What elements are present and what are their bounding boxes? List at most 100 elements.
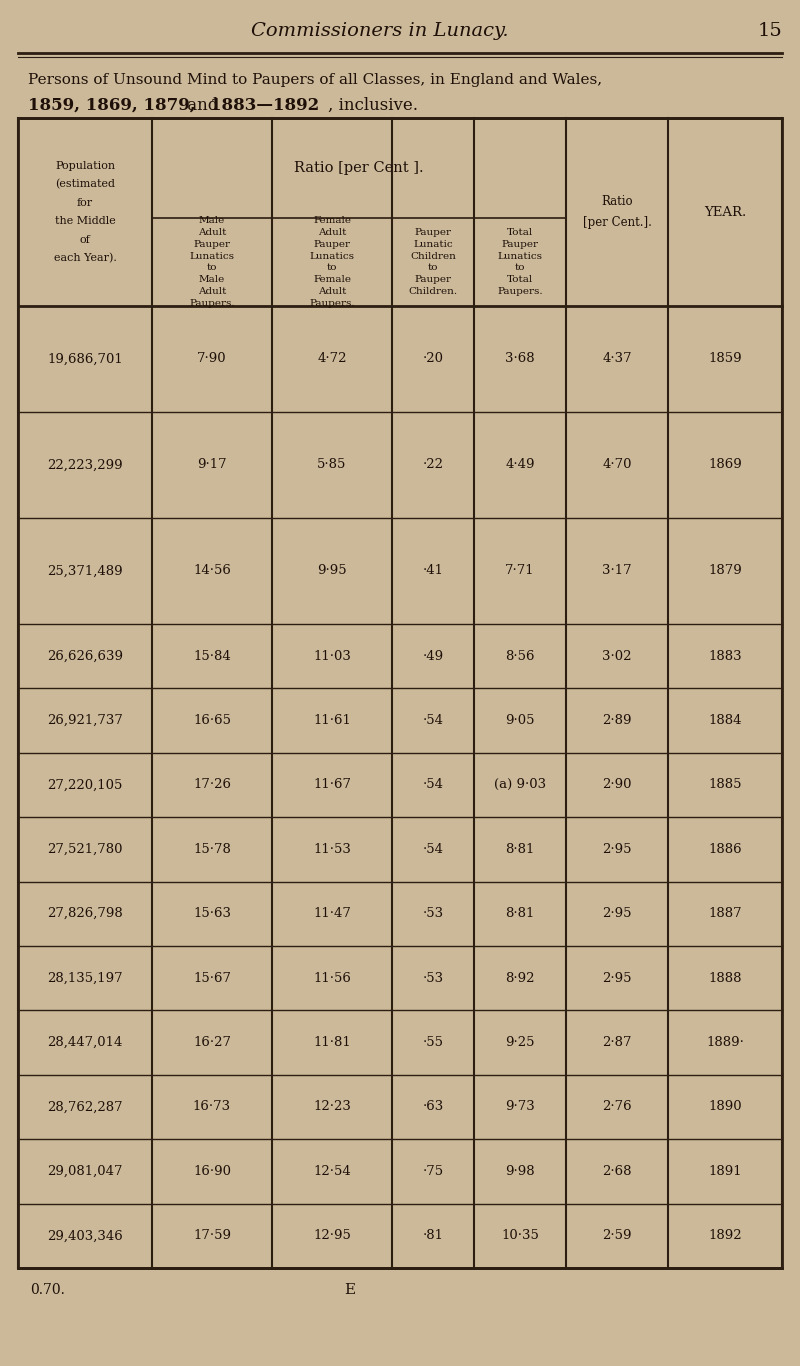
Text: 1883: 1883: [708, 650, 742, 663]
Text: YEAR.: YEAR.: [704, 205, 746, 219]
Text: 9·25: 9·25: [506, 1035, 534, 1049]
Text: 11·47: 11·47: [313, 907, 351, 921]
Text: 29,403,346: 29,403,346: [47, 1229, 123, 1242]
Text: 16·65: 16·65: [193, 714, 231, 727]
Text: 22,223,299: 22,223,299: [47, 459, 123, 471]
Text: 10·35: 10·35: [501, 1229, 539, 1242]
Text: 12·23: 12·23: [313, 1101, 351, 1113]
Text: 1892: 1892: [708, 1229, 742, 1242]
Text: 27,826,798: 27,826,798: [47, 907, 123, 921]
Text: 2·76: 2·76: [602, 1101, 632, 1113]
Text: 26,921,737: 26,921,737: [47, 714, 123, 727]
Text: and: and: [182, 97, 224, 113]
Text: 15·63: 15·63: [193, 907, 231, 921]
Text: 1886: 1886: [708, 843, 742, 856]
Text: 1869: 1869: [708, 459, 742, 471]
Text: ·20: ·20: [422, 352, 443, 366]
Text: 2·89: 2·89: [602, 714, 632, 727]
Text: 28,135,197: 28,135,197: [47, 971, 123, 985]
Text: ·53: ·53: [422, 971, 443, 985]
Text: Pauper
Lunatic
Children
to
Pauper
Children.: Pauper Lunatic Children to Pauper Childr…: [409, 228, 458, 296]
Text: ·63: ·63: [422, 1101, 444, 1113]
Text: 11·03: 11·03: [313, 650, 351, 663]
Text: 16·27: 16·27: [193, 1035, 231, 1049]
Text: 14·56: 14·56: [193, 564, 231, 578]
Text: 1884: 1884: [708, 714, 742, 727]
Text: 4·49: 4·49: [506, 459, 534, 471]
Text: 1879: 1879: [708, 564, 742, 578]
Text: 9·95: 9·95: [317, 564, 347, 578]
Text: 26,626,639: 26,626,639: [47, 650, 123, 663]
Text: 15·84: 15·84: [193, 650, 231, 663]
Text: 0.70.: 0.70.: [30, 1283, 65, 1296]
Text: 8·92: 8·92: [506, 971, 534, 985]
Text: ·54: ·54: [422, 714, 443, 727]
Text: 4·37: 4·37: [602, 352, 632, 366]
Text: ·49: ·49: [422, 650, 443, 663]
Text: 1859, 1869, 1879,: 1859, 1869, 1879,: [28, 97, 196, 113]
Text: 9·73: 9·73: [505, 1101, 535, 1113]
Text: ·55: ·55: [422, 1035, 443, 1049]
Text: 15·67: 15·67: [193, 971, 231, 985]
Text: 1889·: 1889·: [706, 1035, 744, 1049]
Text: 4·72: 4·72: [318, 352, 346, 366]
Text: 29,081,047: 29,081,047: [47, 1165, 122, 1177]
Text: 1883—1892: 1883—1892: [210, 97, 319, 113]
Text: ·75: ·75: [422, 1165, 443, 1177]
Text: 2·87: 2·87: [602, 1035, 632, 1049]
Text: 3·02: 3·02: [602, 650, 632, 663]
Text: 1890: 1890: [708, 1101, 742, 1113]
Text: 11·61: 11·61: [313, 714, 351, 727]
Text: 3·17: 3·17: [602, 564, 632, 578]
Text: 1891: 1891: [708, 1165, 742, 1177]
Text: 2·95: 2·95: [602, 971, 632, 985]
Text: 12·54: 12·54: [313, 1165, 351, 1177]
Text: Commissioners in Lunacy.: Commissioners in Lunacy.: [251, 22, 509, 40]
Text: ·41: ·41: [422, 564, 443, 578]
Text: 2·68: 2·68: [602, 1165, 632, 1177]
Text: 3·68: 3·68: [505, 352, 535, 366]
Text: 9·05: 9·05: [506, 714, 534, 727]
Text: 11·81: 11·81: [313, 1035, 351, 1049]
Text: 28,762,287: 28,762,287: [47, 1101, 123, 1113]
Text: E: E: [345, 1283, 355, 1296]
Text: , inclusive.: , inclusive.: [328, 97, 418, 113]
Text: 27,521,780: 27,521,780: [47, 843, 122, 856]
Text: 2·59: 2·59: [602, 1229, 632, 1242]
Text: 9·17: 9·17: [197, 459, 227, 471]
Text: 1885: 1885: [708, 779, 742, 791]
Text: 2·95: 2·95: [602, 907, 632, 921]
Text: 27,220,105: 27,220,105: [47, 779, 122, 791]
Text: 9·98: 9·98: [505, 1165, 535, 1177]
Text: ·53: ·53: [422, 907, 443, 921]
Text: 12·95: 12·95: [313, 1229, 351, 1242]
Text: Ratio
[per Cent.].: Ratio [per Cent.].: [582, 195, 651, 229]
Text: (a) 9·03: (a) 9·03: [494, 779, 546, 791]
Text: 15: 15: [758, 22, 782, 40]
Text: 25,371,489: 25,371,489: [47, 564, 123, 578]
Text: 2·90: 2·90: [602, 779, 632, 791]
Text: 4·70: 4·70: [602, 459, 632, 471]
Text: 11·67: 11·67: [313, 779, 351, 791]
Text: 8·81: 8·81: [506, 907, 534, 921]
Text: 7·71: 7·71: [505, 564, 535, 578]
Text: Persons of Unsound Mind to Paupers of all Classes, in England and Wales,: Persons of Unsound Mind to Paupers of al…: [28, 72, 602, 87]
Text: 2·95: 2·95: [602, 843, 632, 856]
Text: Male
Adult
Pauper
Lunatics
to
Male
Adult
Paupers.: Male Adult Pauper Lunatics to Male Adult…: [189, 216, 235, 307]
Text: 19,686,701: 19,686,701: [47, 352, 123, 366]
Text: 1859: 1859: [708, 352, 742, 366]
Text: ·54: ·54: [422, 779, 443, 791]
Text: 8·81: 8·81: [506, 843, 534, 856]
Text: ·81: ·81: [422, 1229, 443, 1242]
Text: Ratio [per Cent ].: Ratio [per Cent ].: [294, 161, 424, 175]
Text: ·22: ·22: [422, 459, 443, 471]
Text: 16·90: 16·90: [193, 1165, 231, 1177]
Text: 1887: 1887: [708, 907, 742, 921]
Text: 1888: 1888: [708, 971, 742, 985]
Text: 17·26: 17·26: [193, 779, 231, 791]
Text: 7·90: 7·90: [197, 352, 227, 366]
Text: 17·59: 17·59: [193, 1229, 231, 1242]
Text: 11·53: 11·53: [313, 843, 351, 856]
Text: Population

(estimated

for

the Middle

of

each Year).: Population (estimated for the Middle of …: [54, 161, 117, 264]
Text: 11·56: 11·56: [313, 971, 351, 985]
